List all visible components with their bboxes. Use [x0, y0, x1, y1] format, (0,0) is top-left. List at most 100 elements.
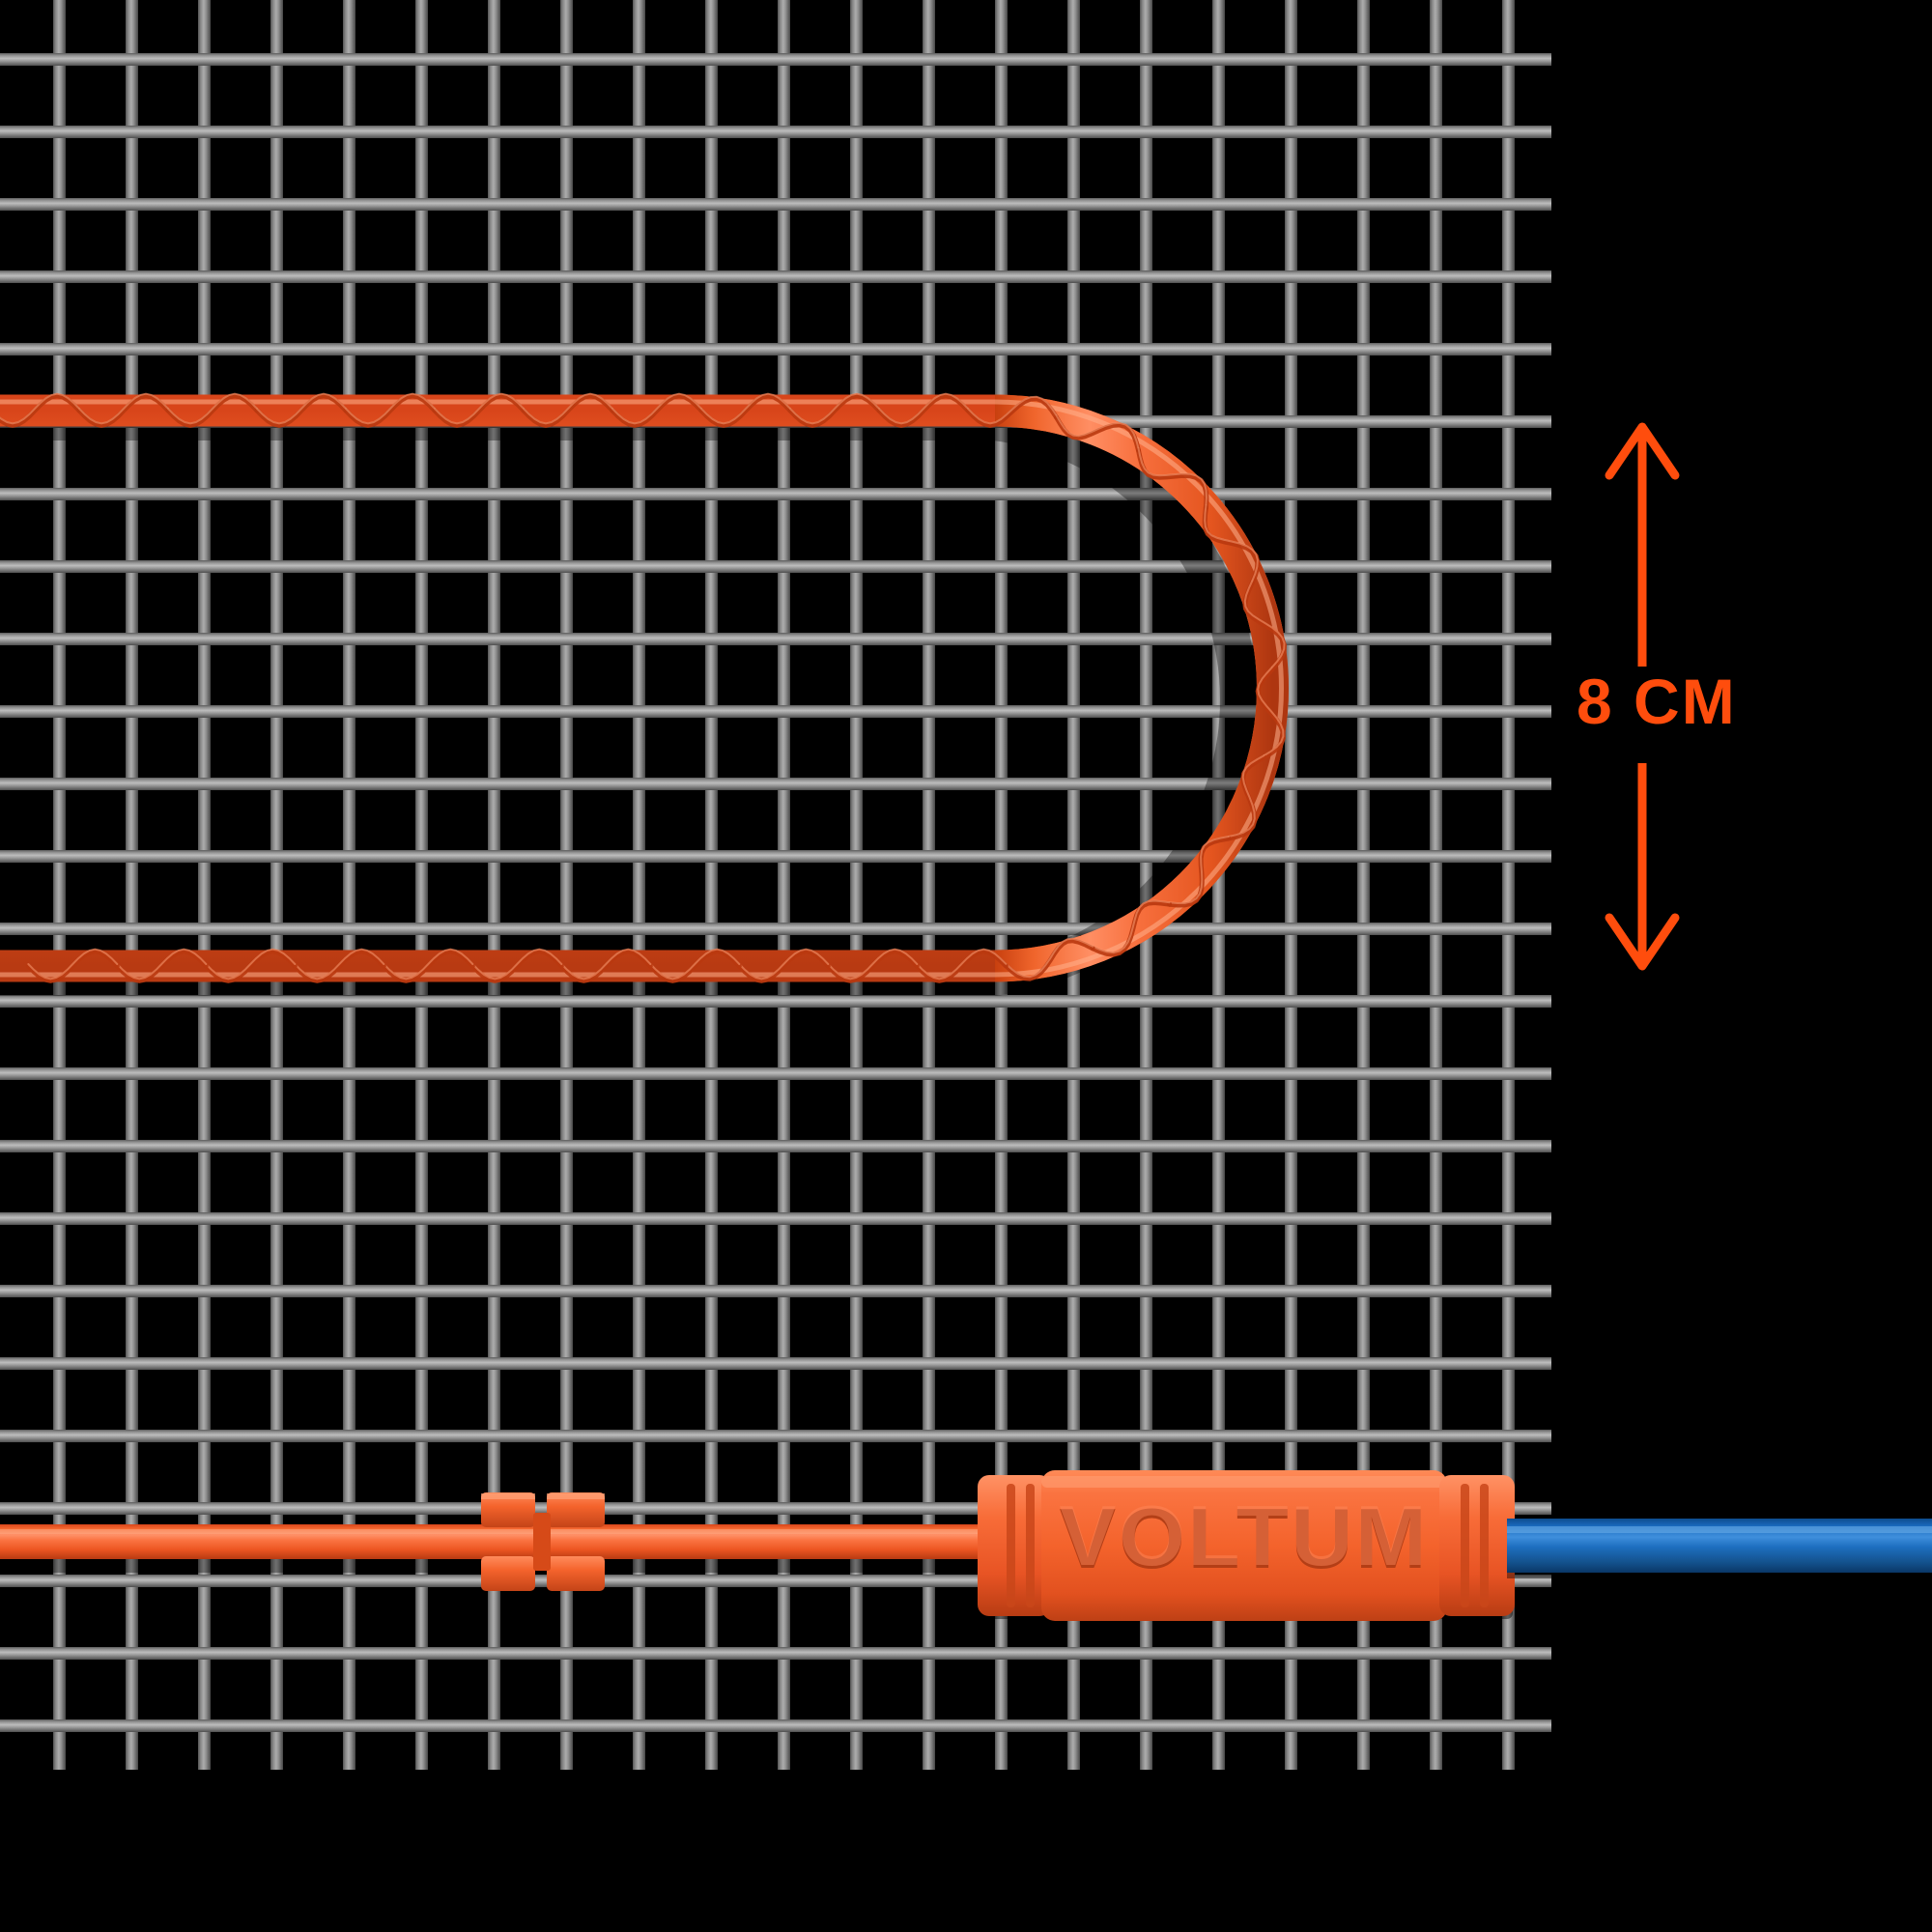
mesh-wire-horizontal: [0, 343, 1551, 355]
spiral-binding-strand: [1054, 414, 1141, 453]
mesh-wire-vertical: [1357, 0, 1370, 1770]
mesh-wire-vertical: [1430, 0, 1442, 1770]
mesh-wire-vertical: [633, 0, 645, 1770]
mesh-wire-vertical: [415, 0, 428, 1770]
mesh-wire-horizontal: [0, 198, 1551, 211]
spiral-binding-strand: [1168, 836, 1230, 905]
spiral-binding-strand: [521, 393, 615, 428]
spiral-binding-strand: [25, 949, 120, 983]
connector-right-strain-relief: [1439, 1475, 1515, 1616]
spiral-binding-strand: [965, 396, 1059, 428]
spiral-binding-strand: [1257, 666, 1285, 757]
spiral-binding-strand: [1137, 447, 1208, 507]
spiral-binding-strand: [254, 393, 349, 428]
mesh-wire-horizontal: [0, 778, 1551, 790]
spiral-binding-strand: [343, 393, 438, 428]
spiral-binding-strand: [736, 949, 831, 983]
spiral-binding-strand: [523, 392, 613, 425]
mesh-wire-vertical: [1285, 0, 1297, 1770]
voltum-wordmark: VOLTUM VOLTUM: [1060, 1488, 1430, 1586]
spiral-binding-strand: [825, 949, 920, 983]
connector-body: [1041, 1470, 1447, 1621]
spiral-binding-strand: [432, 393, 526, 428]
spiral-binding-strand: [345, 392, 436, 425]
spiral-binding-strand: [294, 948, 385, 980]
mesh-wire-horizontal: [0, 923, 1551, 935]
mesh-wire-vertical: [705, 0, 718, 1770]
spiral-binding-strand: [27, 948, 119, 980]
mesh-wire-horizontal: [0, 1285, 1551, 1297]
connector-left-strain-relief: [978, 1475, 1051, 1616]
mesh-wire-vertical: [1067, 0, 1080, 1770]
cable-spiral-binding: [0, 392, 1288, 983]
spiral-binding-strand: [469, 949, 564, 983]
spiral-binding-strand: [700, 392, 791, 425]
mesh-wire-vertical: [923, 0, 935, 1770]
spiral-binding-strand: [256, 392, 347, 425]
spiral-binding-strand: [787, 393, 882, 428]
mesh-wire-horizontal: [0, 1140, 1551, 1152]
spiral-binding-strand: [914, 949, 1009, 983]
spiral-binding-strand: [1204, 504, 1259, 582]
spiral-binding-strand: [1055, 414, 1140, 450]
spiral-binding-strand: [789, 392, 880, 425]
spiral-binding-strand: [647, 949, 742, 983]
mesh-wire-vertical: [778, 0, 790, 1770]
mesh-wire-vertical: [270, 0, 283, 1770]
arrowhead-down-icon: [1605, 913, 1680, 971]
mesh-wire-vertical: [560, 0, 573, 1770]
spiral-binding-strand: [114, 949, 209, 983]
orange-heating-cable: [0, 392, 1289, 996]
mesh-wire-horizontal: [0, 488, 1551, 500]
mesh-wire-horizontal: [0, 1719, 1551, 1732]
mesh-wire-vertical: [126, 0, 138, 1770]
mesh-wire-vertical: [850, 0, 863, 1770]
arrowhead-up-icon: [1605, 422, 1680, 480]
dimension-value-label: 8 CM: [1577, 666, 1737, 737]
mesh-wire-vertical: [53, 0, 66, 1770]
svg-text:VOLTUM: VOLTUM: [1060, 1491, 1430, 1586]
spiral-binding-strand: [558, 949, 653, 983]
svg-text:VOLTUM: VOLTUM: [1060, 1488, 1430, 1583]
mesh-wire-vertical: [198, 0, 211, 1770]
spiral-binding-strand: [1003, 938, 1095, 981]
mesh-wire-horizontal: [0, 1212, 1551, 1225]
mesh-wire-horizontal: [0, 1430, 1551, 1442]
mesh-wire-vertical: [488, 0, 500, 1770]
spiral-binding-strand: [292, 949, 386, 983]
cable-termination-assembly: VOLTUM VOLTUM: [0, 1470, 1932, 1621]
mesh-wire-vertical: [1502, 0, 1515, 1770]
mesh-wire-vertical: [1212, 0, 1225, 1770]
mesh-wire-horizontal: [0, 633, 1551, 645]
spiral-binding-strand: [698, 393, 793, 428]
spiral-binding-strand: [167, 392, 258, 425]
blue-cold-lead-cable: [1507, 1519, 1932, 1578]
spiral-binding-strand: [0, 392, 80, 425]
spiral-binding-strand: [383, 948, 474, 980]
spiral-binding-strand: [967, 395, 1058, 425]
mesh-wire-horizontal: [0, 1067, 1551, 1080]
spiral-binding-strand: [1227, 754, 1265, 838]
spiral-binding-strand: [1092, 899, 1171, 954]
spiral-binding-strand: [916, 948, 1008, 980]
mesh-wire-horizontal: [0, 560, 1551, 573]
spiral-binding-strand: [434, 392, 525, 425]
spiral-binding-strand: [78, 392, 169, 425]
spiral-binding-strand: [827, 948, 919, 980]
blue-cable-highlight: [1507, 1526, 1932, 1533]
mesh-wire-horizontal: [0, 705, 1551, 718]
mesh-wire-horizontal: [0, 1357, 1551, 1370]
mesh-wire-vertical: [343, 0, 355, 1770]
mesh-wire-horizontal: [0, 995, 1551, 1008]
spiral-binding-strand: [381, 949, 475, 983]
spiral-binding-strand: [610, 393, 704, 428]
mesh-wire-horizontal: [0, 850, 1551, 863]
spiral-binding-strand: [560, 948, 652, 980]
spiral-binding-strand: [1005, 937, 1094, 979]
cable-highlight: [0, 399, 1284, 978]
spiral-binding-strand: [611, 392, 702, 425]
spiral-binding-strand: [203, 949, 298, 983]
cold-end-lead-highlight: [0, 1529, 1009, 1534]
